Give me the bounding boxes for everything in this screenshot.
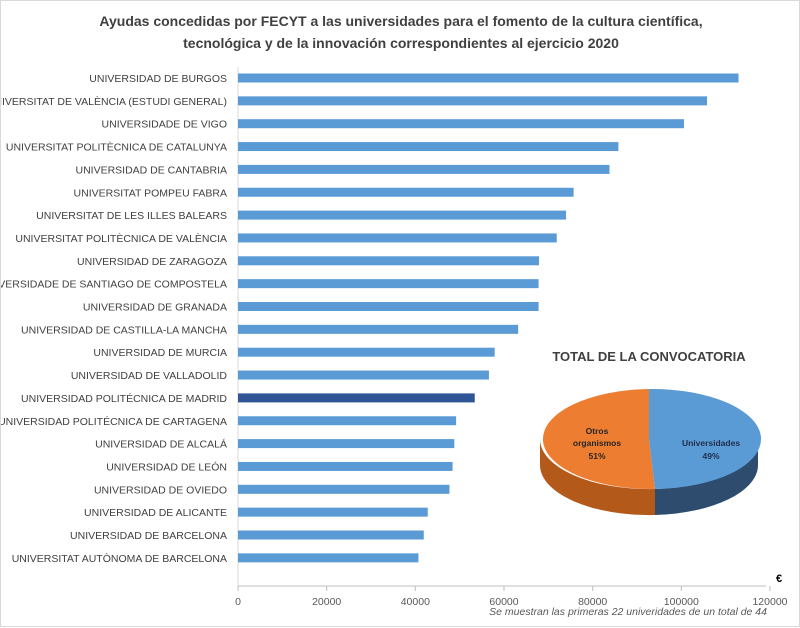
bar — [238, 256, 540, 266]
x-tick-label: 100000 — [664, 596, 699, 608]
pie-pct-universidades: 49% — [702, 451, 719, 461]
category-label: UNIVERSIDAD DE MURCIA — [93, 347, 227, 359]
bar — [238, 302, 539, 311]
category-label: UNIVERSIDAD DE ZARAGOZA — [77, 256, 227, 268]
pie-side-universidades — [655, 439, 759, 515]
footnote: Se muestran las primeras 22 univeridades… — [489, 606, 767, 618]
bar — [238, 553, 419, 563]
category-label: UNIVERSITAT POLITÈCNICA DE VALÈNCIA — [15, 232, 227, 245]
bar — [238, 73, 739, 83]
x-tick-label: 80000 — [578, 596, 607, 608]
category-label: UNIVERSITAT POLITÈCNICA DE CATALUNYA — [6, 141, 227, 154]
pie-label-universidades: Universidades — [682, 438, 740, 448]
x-tick-label: 0 — [235, 596, 241, 608]
x-unit-label: € — [776, 573, 782, 585]
x-tick-label: 40000 — [401, 596, 430, 608]
bar — [238, 484, 450, 494]
category-label: UNIVERSIDADE DE SANTIAGO DE COMPOSTELA — [1, 279, 227, 291]
chart-title-line-1: Ayudas concedidas por FECYT a las univer… — [99, 13, 703, 29]
category-label: UNIVERSIDAD DE BURGOS — [89, 73, 227, 85]
category-label: UNIVERSIDAD DE BARCELONA — [70, 530, 227, 542]
pie-pct-otros: 51% — [588, 451, 605, 461]
x-tick-label: 120000 — [752, 596, 787, 608]
category-label: UNIVERSIDAD DE ALICANTE — [84, 507, 227, 519]
x-tick-label: 60000 — [489, 596, 518, 608]
bar — [238, 324, 519, 334]
category-label: UNIVERSIDADE DE VIGO — [102, 119, 227, 131]
bar — [238, 461, 453, 471]
category-label: UNIVERSIDAD DE LEÓN — [106, 460, 227, 473]
pie-side-otros — [539, 439, 655, 516]
bar — [238, 347, 495, 357]
category-label: UNIVERSIDAD POLITÉCNICA DE MADRID — [21, 392, 227, 405]
chart-title-line-2: tecnológica y de la innovación correspon… — [183, 35, 619, 51]
bar — [238, 210, 567, 220]
bar — [238, 439, 455, 449]
category-label: UNIVERSIDAD DE VALLADOLID — [71, 370, 228, 382]
bar — [238, 530, 424, 540]
bar — [238, 370, 489, 380]
bar — [238, 164, 610, 174]
x-tick-label: 20000 — [312, 596, 341, 608]
pie-title: TOTAL DE LA CONVOCATORIA — [552, 349, 746, 364]
category-label: UNIVERSIDAD DE ALCALÁ — [95, 438, 227, 451]
category-label: UNIVERSITAT DE VALÈNCIA (ESTUDI GENERAL) — [1, 95, 227, 108]
bar — [238, 233, 557, 243]
category-label: UNIVERSIDAD DE CANTABRIA — [76, 164, 228, 176]
pie-label-otros-1: Otros — [586, 426, 609, 436]
category-label: UNIVERSIDAD DE OVIEDO — [94, 484, 227, 496]
bar — [238, 96, 708, 106]
pie-slice-otros — [542, 389, 655, 490]
category-label: UNIVERSIDAD DE CASTILLA-LA MANCHA — [21, 324, 227, 336]
category-label: UNIVERSIDAD DE GRANADA — [83, 302, 227, 314]
category-label: UNIVERSITAT AUTÒNOMA DE BARCELONA — [12, 552, 227, 565]
bar — [238, 142, 619, 152]
bar — [238, 187, 574, 197]
pie-slice-universidades — [649, 388, 762, 489]
bar — [238, 507, 428, 517]
bar — [238, 279, 539, 289]
category-label: UNIVERSITAT POMPEU FABRA — [74, 187, 227, 199]
bar — [238, 416, 457, 426]
category-label: UNIVERSIDAD POLITÉCNICA DE CARTAGENA — [1, 415, 227, 428]
bar — [238, 119, 684, 129]
bar — [238, 393, 475, 403]
category-label: UNIVERSITAT DE LES ILLES BALEARS — [36, 210, 227, 222]
pie-label-otros-2: organismos — [573, 438, 621, 448]
